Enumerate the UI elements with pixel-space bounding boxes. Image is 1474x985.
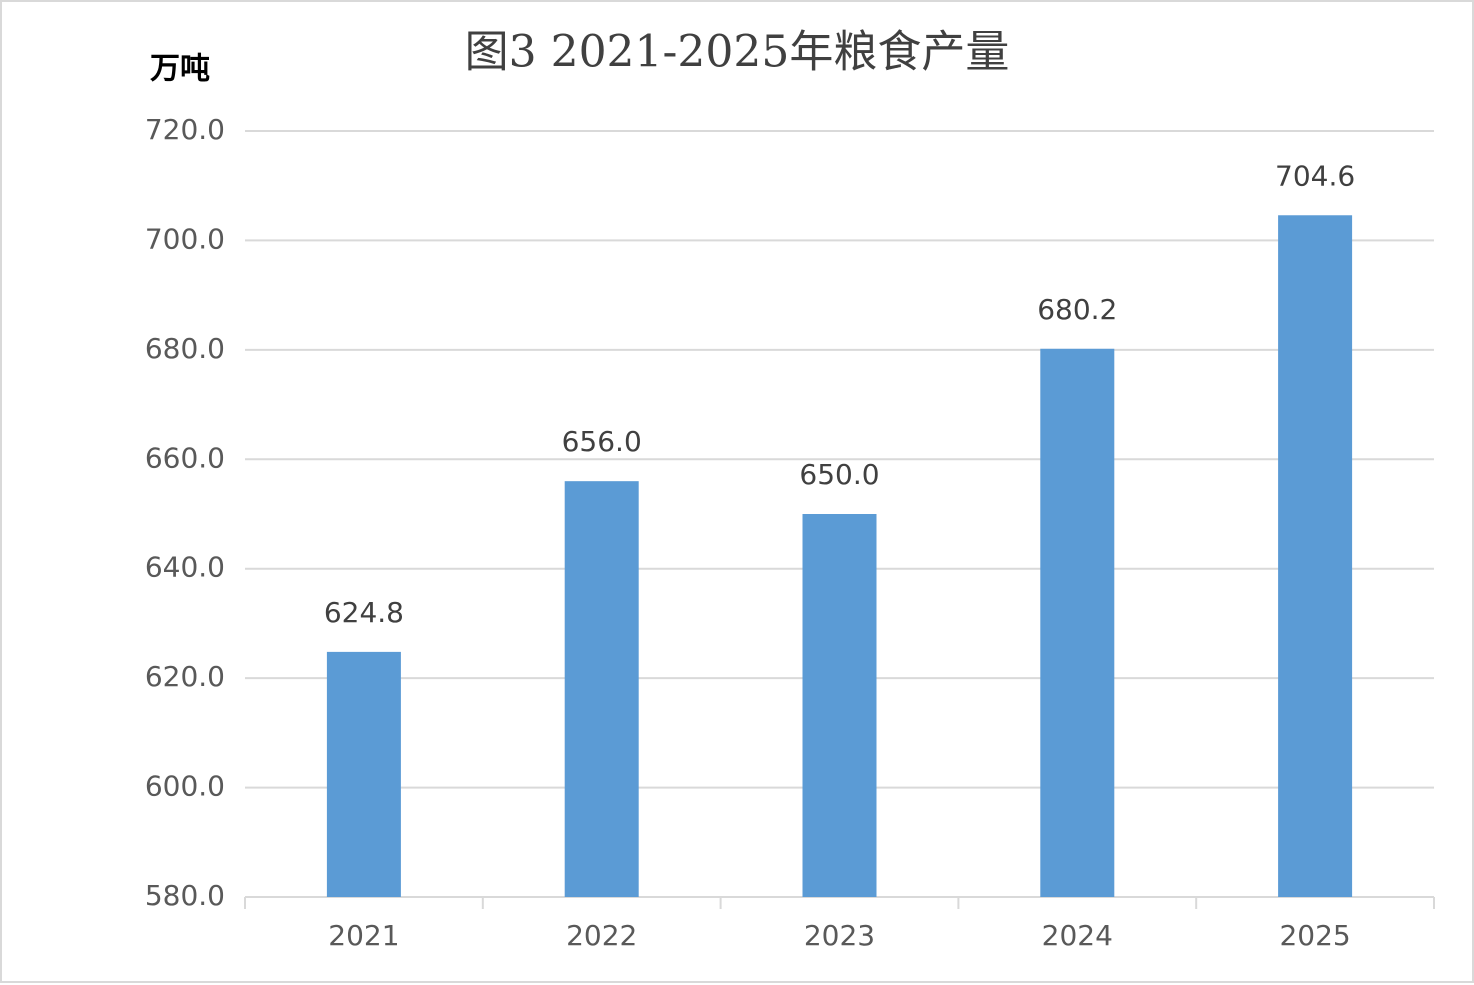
y-tick-label: 600.0 [145, 770, 225, 803]
bar [326, 651, 401, 897]
value-label: 624.8 [324, 596, 404, 629]
value-label: 650.0 [799, 458, 879, 491]
bar [1040, 348, 1115, 898]
y-tick-label: 680.0 [145, 332, 225, 365]
x-tick-label: 2025 [1279, 919, 1350, 952]
value-label: 704.6 [1275, 159, 1355, 192]
x-tick-label: 2024 [1042, 919, 1113, 952]
x-tick-label: 2023 [804, 919, 875, 952]
bar [802, 514, 877, 897]
x-tick-label: 2022 [566, 919, 637, 952]
y-tick-label: 700.0 [145, 222, 225, 255]
y-tick-label: 620.0 [145, 660, 225, 693]
x-tick-label: 2021 [328, 919, 399, 952]
y-tick-label: 660.0 [145, 441, 225, 474]
y-tick-label: 580.0 [145, 879, 225, 912]
value-label: 656.0 [562, 425, 642, 458]
y-tick-label: 720.0 [145, 113, 225, 146]
bar [1278, 215, 1353, 897]
bar [564, 481, 639, 897]
value-label: 680.2 [1037, 293, 1117, 326]
y-axis-label: 万吨 [150, 52, 210, 87]
chart-title: 图3 2021-2025年粮食产量 [465, 27, 1010, 78]
y-tick-label: 640.0 [145, 551, 225, 584]
